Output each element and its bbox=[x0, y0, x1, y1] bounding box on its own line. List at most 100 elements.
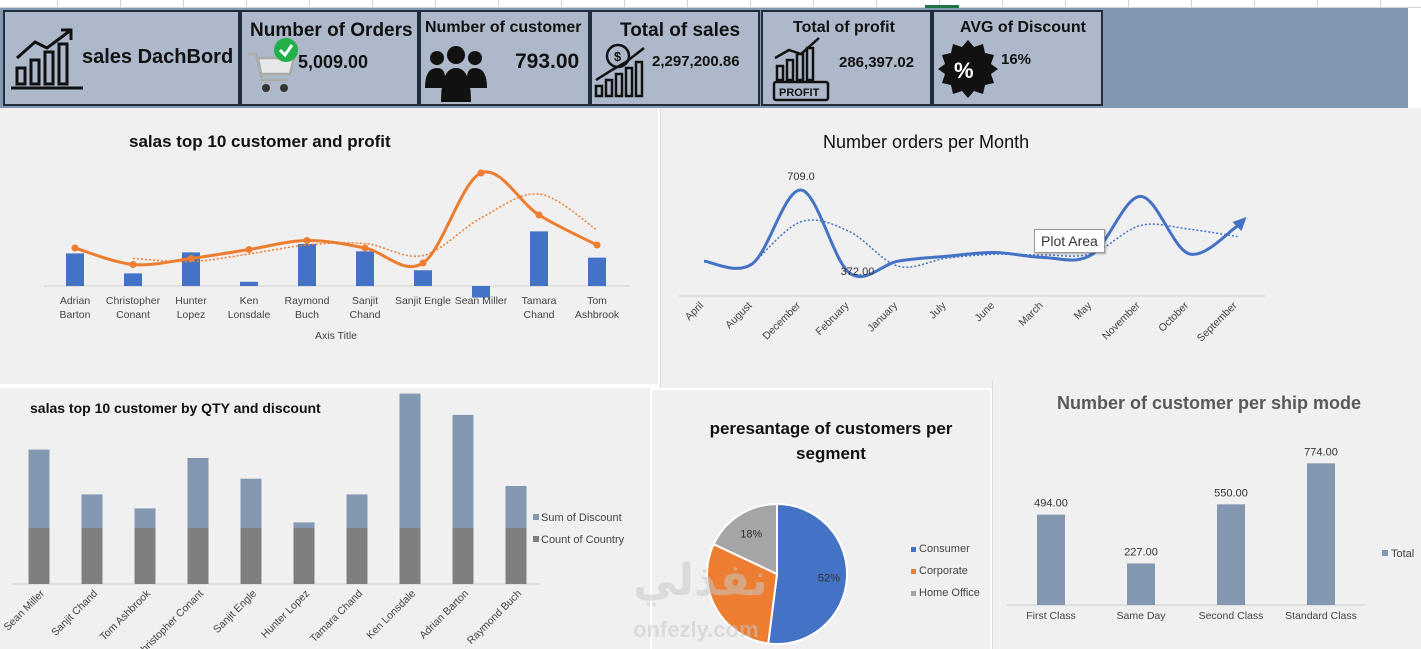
country-bar-5 bbox=[293, 528, 315, 584]
chart-ship-mode: Number of customer per ship mode 494.00 F… bbox=[992, 380, 1421, 649]
month-tick-label-11: September bbox=[1195, 299, 1240, 344]
chart-qty-discount-title: salas top 10 customer by QTY and discoun… bbox=[30, 400, 321, 416]
country-bar-1 bbox=[81, 528, 103, 584]
pie-legend-label-0: Consumer bbox=[919, 543, 970, 555]
x-tick-line-8-1: Chand bbox=[524, 309, 555, 321]
discount-bar-4 bbox=[240, 478, 262, 528]
ship-legend-label: Total bbox=[1391, 548, 1414, 560]
chart-orders-month-svg: 709.0 372.00 April August December February Ja… bbox=[679, 171, 1265, 344]
month-tick-label-8: May bbox=[1072, 299, 1095, 322]
orders-data-label-2: 709.0 bbox=[787, 171, 815, 183]
x-tick-line-9-1: Ashbrook bbox=[575, 309, 620, 321]
kpi-banner: sales DachBord Number of Orders 5,009.00… bbox=[0, 8, 1408, 108]
legend-label-discount: Sum of Discount bbox=[541, 512, 622, 524]
ship-bar-1 bbox=[1127, 563, 1155, 605]
discount-bar-1 bbox=[81, 494, 103, 528]
kpi-discount-title: AVG of Discount bbox=[960, 19, 1086, 36]
x-tick-line-7-0: Sean Miller bbox=[455, 295, 508, 307]
bar-6 bbox=[414, 270, 432, 286]
pie-slice-consumer bbox=[767, 502, 848, 645]
chart-segment-pie: peresantage of customers per segment 52%… bbox=[652, 390, 990, 649]
legend-swatch-discount bbox=[533, 514, 539, 520]
discount-bar-2 bbox=[134, 508, 156, 528]
orders-line bbox=[703, 188, 1239, 279]
bar-8 bbox=[530, 231, 548, 286]
kpi-customers-card[interactable]: Number of customer 793.00 bbox=[419, 10, 590, 106]
discount-bar-9 bbox=[505, 486, 527, 528]
profit-point-6 bbox=[419, 259, 427, 267]
chart-ship-mode-title: Number of customer per ship mode bbox=[1057, 393, 1362, 413]
qty-tick-label-7: Ken Lonsdale bbox=[364, 588, 418, 642]
x-tick-line-5-0: Sanjit bbox=[352, 295, 378, 307]
svg-text:%: % bbox=[954, 58, 974, 83]
kpi-profit-card[interactable]: Total of profit PROFIT 286,397.02 bbox=[761, 10, 932, 106]
x-tick-label-9: Tom Ashbrook bbox=[575, 295, 620, 321]
profit-badge-text: PROFIT bbox=[779, 87, 820, 99]
shopping-cart-check-icon bbox=[248, 38, 298, 92]
kpi-profit-title: Total of profit bbox=[793, 19, 895, 36]
profit-point-4 bbox=[303, 237, 311, 244]
x-tick-line-4-1: Buch bbox=[295, 309, 319, 321]
month-tick-label-9: November bbox=[1100, 299, 1143, 342]
x-tick-label-6: Sanjit Engle bbox=[395, 295, 451, 307]
month-tick-label-7: March bbox=[1016, 300, 1045, 329]
x-tick-line-1-1: Conant bbox=[116, 309, 150, 321]
plot-area-tooltip: Plot Area bbox=[1034, 229, 1105, 253]
country-bar-2 bbox=[134, 528, 156, 584]
x-tick-line-3-1: Lonsdale bbox=[228, 309, 271, 321]
x-tick-line-6-0: Sanjit Engle bbox=[395, 295, 451, 307]
x-tick-line-2-1: Lopez bbox=[177, 309, 206, 321]
month-tick-label-6: June bbox=[973, 300, 998, 325]
qty-tick-label-0: Sean Miller bbox=[1, 587, 47, 633]
bar-4 bbox=[298, 244, 316, 286]
discount-bar-3 bbox=[187, 458, 209, 528]
country-bar-9 bbox=[505, 528, 527, 584]
country-bar-7 bbox=[399, 528, 421, 584]
profit-point-3 bbox=[245, 246, 253, 253]
x-tick-line-9-0: Tom bbox=[587, 295, 607, 307]
month-tick-label-4: January bbox=[865, 299, 900, 334]
chart-ship-mode-svg: 494.00 First Class 227.00 Same Day 550.00 Sec… bbox=[1007, 446, 1414, 622]
ship-data-label-2: 550.00 bbox=[1214, 487, 1248, 499]
legend-label-country: Count of Country bbox=[541, 534, 625, 546]
country-bar-3 bbox=[187, 528, 209, 584]
country-bar-4 bbox=[240, 528, 262, 584]
discount-bar-5 bbox=[293, 522, 315, 528]
ship-tick-label-3: Standard Class bbox=[1285, 610, 1357, 622]
profit-point-0 bbox=[71, 244, 79, 252]
profit-chart-icon: PROFIT bbox=[772, 37, 830, 102]
pie-legend-swatch-1 bbox=[911, 569, 916, 574]
legend-swatch-country bbox=[533, 536, 539, 542]
discount-bar-0 bbox=[28, 449, 50, 528]
kpi-discount-card[interactable]: AVG of Discount % 16% bbox=[932, 10, 1103, 106]
chart-customer-profit-title: salas top 10 customer and profit bbox=[129, 132, 391, 151]
x-tick-line-0-0: Adrian bbox=[60, 295, 91, 307]
x-tick-line-5-1: Chand bbox=[350, 309, 381, 321]
orders-trendline bbox=[752, 219, 1238, 268]
chart-customer-profit-svg: Adrian Barton Christopher Conant Hunter Lopez… bbox=[44, 169, 630, 342]
qty-tick-label-8: Adrian Barton bbox=[417, 588, 471, 642]
kpi-orders-card[interactable]: Number of Orders 5,009.00 bbox=[240, 10, 419, 106]
profit-point-9 bbox=[593, 241, 601, 249]
x-axis-title: Axis Title bbox=[315, 330, 357, 342]
chart-segment-pie-title-line2: segment bbox=[796, 444, 866, 463]
kpi-sales-card[interactable]: Total of sales $ 2,297,200.86 bbox=[590, 10, 760, 106]
kpi-dashboard-card[interactable]: sales DachBord bbox=[3, 10, 240, 106]
month-tick-label-10: October bbox=[1156, 299, 1191, 334]
ship-tick-label-1: Same Day bbox=[1116, 610, 1166, 622]
discount-bar-6 bbox=[346, 494, 368, 528]
profit-trendline bbox=[132, 193, 598, 263]
chart-segment-pie-title-line1: peresantage of customers per bbox=[709, 419, 953, 438]
chart-customer-profit: salas top 10 customer and profit Adrian B… bbox=[0, 108, 658, 384]
bar-0 bbox=[66, 253, 84, 286]
pie-slice-home-office bbox=[712, 502, 778, 576]
profit-point-5 bbox=[361, 244, 369, 252]
selected-cell-indicator bbox=[925, 5, 959, 8]
dollar-growth-icon: $ bbox=[594, 43, 645, 98]
qty-tick-label-5: Hunter Lopez bbox=[259, 588, 312, 641]
ship-tick-label-2: Second Class bbox=[1199, 610, 1264, 622]
sheet-column-strip bbox=[0, 0, 1421, 8]
ship-data-label-3: 774.00 bbox=[1304, 446, 1338, 458]
people-group-icon bbox=[425, 46, 487, 102]
